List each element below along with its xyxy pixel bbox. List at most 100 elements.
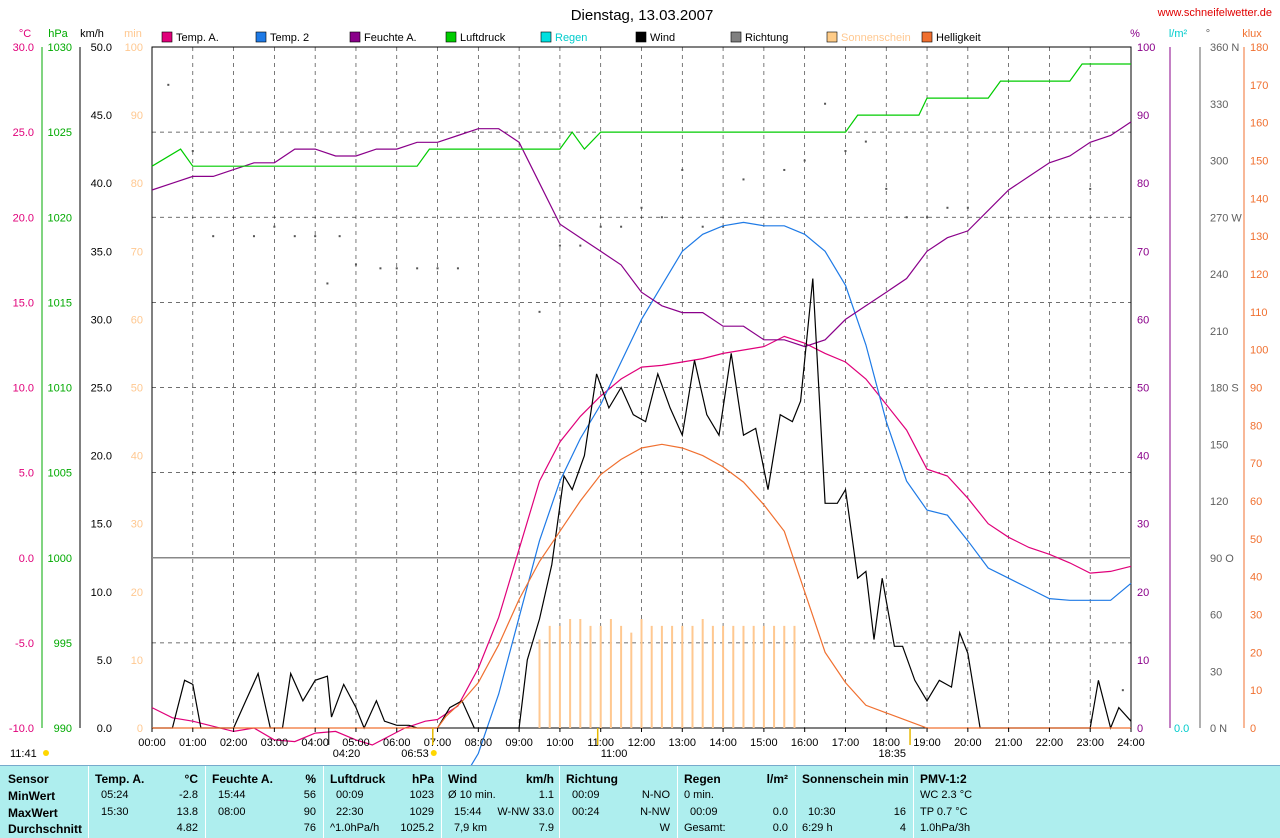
- sunmin-tick: 80: [131, 178, 143, 190]
- sunmin-tick: 0: [137, 723, 143, 735]
- direction-dot: [338, 235, 341, 238]
- row-label-min: MinWert: [8, 789, 56, 803]
- humidity-unit: %: [305, 772, 316, 786]
- left-axes: 30.025.020.015.010.05.00.0-5.0-10.010301…: [9, 42, 143, 735]
- direction-max-value: N-NW: [640, 806, 670, 818]
- direction-dot: [946, 206, 949, 209]
- pressure-avg: 1025.2: [400, 822, 434, 834]
- humidity-tick: 100: [1137, 42, 1155, 54]
- summary-humidity: Feuchte A. % 15:44 56 08:00 90 76: [205, 766, 324, 838]
- pressure-tick: 1005: [48, 468, 72, 480]
- series-feuchte-a-: [151, 121, 1132, 348]
- humidity-max-value: 90: [303, 806, 316, 818]
- wind-distance: 7,9 km: [454, 822, 488, 834]
- row-label-avg: Durchschnitt: [8, 822, 83, 836]
- legend-swatch-3: [445, 31, 457, 43]
- sunshine-total-hours: 6:29 h: [802, 822, 833, 834]
- legend-swatch-6: [730, 31, 742, 43]
- lux-tick: 130: [1250, 231, 1268, 243]
- sunmin-tick: 40: [131, 451, 143, 463]
- direction-tick: 0 N: [1210, 723, 1227, 735]
- lux-tick: 100: [1250, 345, 1268, 357]
- humidity-tick: 50: [1137, 383, 1149, 395]
- temp-tick: 5.0: [19, 468, 34, 480]
- direction-dot: [1121, 689, 1124, 692]
- temp-tick: 0.0: [19, 553, 34, 565]
- pmv-dewpoint: TP 0.7 °C: [920, 806, 968, 818]
- unit-pressure: hPa: [48, 28, 68, 40]
- summary-row-labels: Sensor MinWert MaxWert Durchschnitt: [0, 766, 88, 838]
- time-tick: 19:00: [913, 737, 941, 749]
- wind-min-label: Ø 10 min.: [448, 789, 496, 801]
- time-tick: 05:00: [342, 737, 370, 749]
- direction-dot: [558, 244, 561, 247]
- wind-max-value: W-NW 33.0: [497, 806, 554, 818]
- time-tick: 21:00: [995, 737, 1023, 749]
- sunset-label: 18:35: [879, 748, 907, 760]
- legend-label-8: Helligkeit: [936, 32, 981, 44]
- legend-label-6: Richtung: [745, 32, 788, 44]
- humidity-min-value: 56: [303, 789, 316, 801]
- time-tick: 07:00: [424, 737, 452, 749]
- legend-label-7: Sonnenschein: [841, 32, 911, 44]
- humidity-tick: 30: [1137, 519, 1149, 531]
- direction-dot: [742, 178, 745, 181]
- summary-temp: Temp. A. °C 05:24 -2.8 15:30 13.8 4.82: [88, 766, 206, 838]
- temp-tick: -5.0: [15, 638, 34, 650]
- direction-dot: [191, 150, 194, 153]
- direction-dot: [599, 225, 602, 228]
- sunshine-total-value: 4: [899, 822, 906, 834]
- series-lines: [151, 63, 1132, 765]
- unit-wind: km/h: [80, 28, 104, 40]
- temp-min-value: -2.8: [179, 789, 198, 801]
- wind-tick: 5.0: [97, 655, 112, 667]
- pmv-pressure-trend: 1.0hPa/3h: [920, 822, 971, 834]
- lux-tick: 110: [1250, 307, 1268, 319]
- unit-rain: l/m²: [1169, 28, 1188, 40]
- sunshine-max-value: 16: [893, 806, 906, 818]
- humidity-tick: 20: [1137, 587, 1149, 599]
- humidity-tick: 70: [1137, 246, 1149, 258]
- pressure-tick: 990: [54, 723, 72, 735]
- lux-tick: 160: [1250, 118, 1268, 130]
- humidity-tick: 0: [1137, 723, 1143, 735]
- humidity-avg: 76: [303, 822, 316, 834]
- legend-label-2: Feuchte A.: [364, 32, 417, 44]
- wind-tick: 45.0: [91, 110, 112, 122]
- series-luftdruck: [151, 63, 1131, 167]
- weather-chart: Dienstag, 13.03.2007 www.schneifelwetter…: [9, 7, 1272, 765]
- lux-tick: 90: [1250, 383, 1262, 395]
- direction-dot: [620, 225, 623, 228]
- lux-tick: 50: [1250, 534, 1262, 546]
- time-axis: 00:00 01:00 02:00 03:00 04:00 05:00 06:00 07:00…: [138, 728, 1145, 749]
- direction-dot: [579, 244, 582, 247]
- direction-tick: 30: [1210, 666, 1222, 678]
- rain-unit: l/m²: [766, 772, 788, 786]
- website-link[interactable]: www.schneifelwetter.de: [1157, 7, 1272, 19]
- legend-label-3: Luftdruck: [460, 32, 506, 44]
- unit-humidity: %: [1130, 28, 1140, 40]
- pressure-header: Luftdruck: [330, 772, 386, 786]
- direction-dot: [167, 83, 170, 86]
- row-label-max: MaxWert: [8, 806, 58, 820]
- sunshine-header: Sonnenschein min: [802, 772, 909, 786]
- series-temp-a-: [151, 335, 1132, 746]
- direction-tick: 330: [1210, 99, 1228, 111]
- wind-avg: 7.9: [538, 822, 554, 834]
- humidity-tick: 40: [1137, 451, 1149, 463]
- rain-header: Regen: [684, 772, 721, 786]
- direction-dot: [926, 216, 929, 219]
- time-tick: 02:00: [220, 737, 248, 749]
- direction-dot: [640, 206, 643, 209]
- lux-tick: 120: [1250, 269, 1268, 281]
- time-markers: 11:41 04:20 06:53 11:00 18:35: [10, 728, 911, 760]
- pressure-tick: 995: [54, 638, 72, 650]
- lux-tick: 140: [1250, 193, 1268, 205]
- axis-unit-labels: °C hPa km/h min% l/m² ° klux: [19, 28, 1262, 40]
- wind-tick: 35.0: [91, 246, 112, 258]
- pmv-header: PMV-1:2: [920, 772, 967, 786]
- sunmin-tick: 10: [131, 655, 143, 667]
- sunmin-tick: 60: [131, 314, 143, 326]
- wind-tick: 25.0: [91, 383, 112, 395]
- time-tick: 06:00: [383, 737, 411, 749]
